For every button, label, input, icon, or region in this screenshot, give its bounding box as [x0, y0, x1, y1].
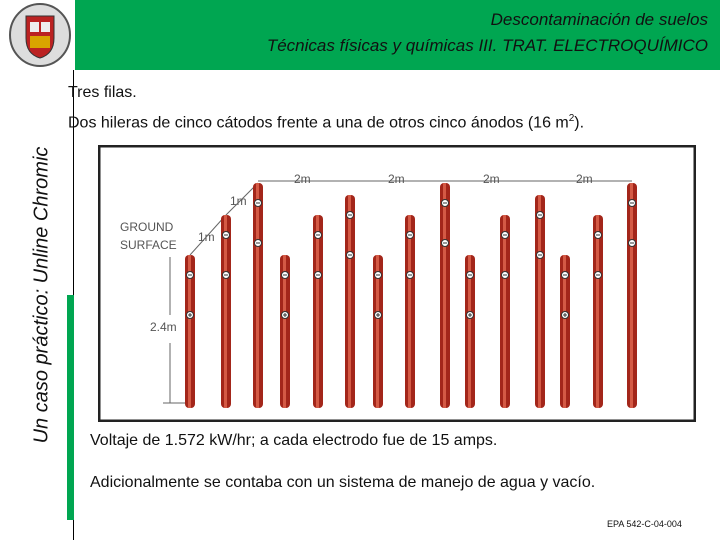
- logo: [9, 3, 71, 67]
- figure-label: GROUND: [120, 220, 174, 234]
- dim-line: [225, 182, 259, 216]
- spacing-label: 2m: [576, 172, 593, 186]
- note: Adicionalmente se contaba con un sistema…: [90, 474, 596, 491]
- text: Dos hileras de cinco cátodos frente a un…: [68, 114, 569, 132]
- text: ).: [574, 114, 585, 132]
- electrode-shade: [596, 215, 599, 408]
- header-bar: [75, 0, 720, 70]
- note: Voltaje de 1.572 kW/hr; a cada electrodo…: [90, 432, 498, 449]
- header-line: Técnicas físicas y químicas III. TRAT. E…: [266, 36, 708, 55]
- electrode-shade: [348, 195, 351, 408]
- electrode-shade: [188, 255, 191, 408]
- electrode-shade: [503, 215, 506, 408]
- electrode-shade: [443, 183, 446, 408]
- figure-label: 1m: [230, 194, 247, 208]
- figure-label: SURFACE: [120, 238, 177, 252]
- side-title: Un caso práctico: Unline Chromic: [30, 146, 53, 444]
- electrode-shade: [538, 195, 541, 408]
- electrode-shade: [316, 215, 319, 408]
- figure-label: 2.4m: [150, 320, 177, 334]
- electrode-shade: [563, 255, 566, 408]
- electrode-shade: [630, 183, 633, 408]
- electrode-shade: [408, 215, 411, 408]
- body-text: Tres filas.: [68, 84, 137, 101]
- spacing-label: 2m: [483, 172, 500, 186]
- body-text: Dos hileras de cinco cátodos frente a un…: [68, 113, 584, 132]
- electrode-shade: [224, 215, 227, 408]
- dim-line: [189, 214, 227, 256]
- electrode-shade: [283, 255, 286, 408]
- spacing-label: 2m: [294, 172, 311, 186]
- electrode-shade: [468, 255, 471, 408]
- spacing-label: 2m: [388, 172, 405, 186]
- electrode-shade: [376, 255, 379, 408]
- source: EPA 542-C-04-004: [607, 519, 682, 529]
- header-line: Descontaminación de suelos: [490, 10, 708, 29]
- electrode-shade: [256, 183, 259, 408]
- accent-bar: [67, 295, 74, 520]
- superscript: 2: [568, 113, 575, 124]
